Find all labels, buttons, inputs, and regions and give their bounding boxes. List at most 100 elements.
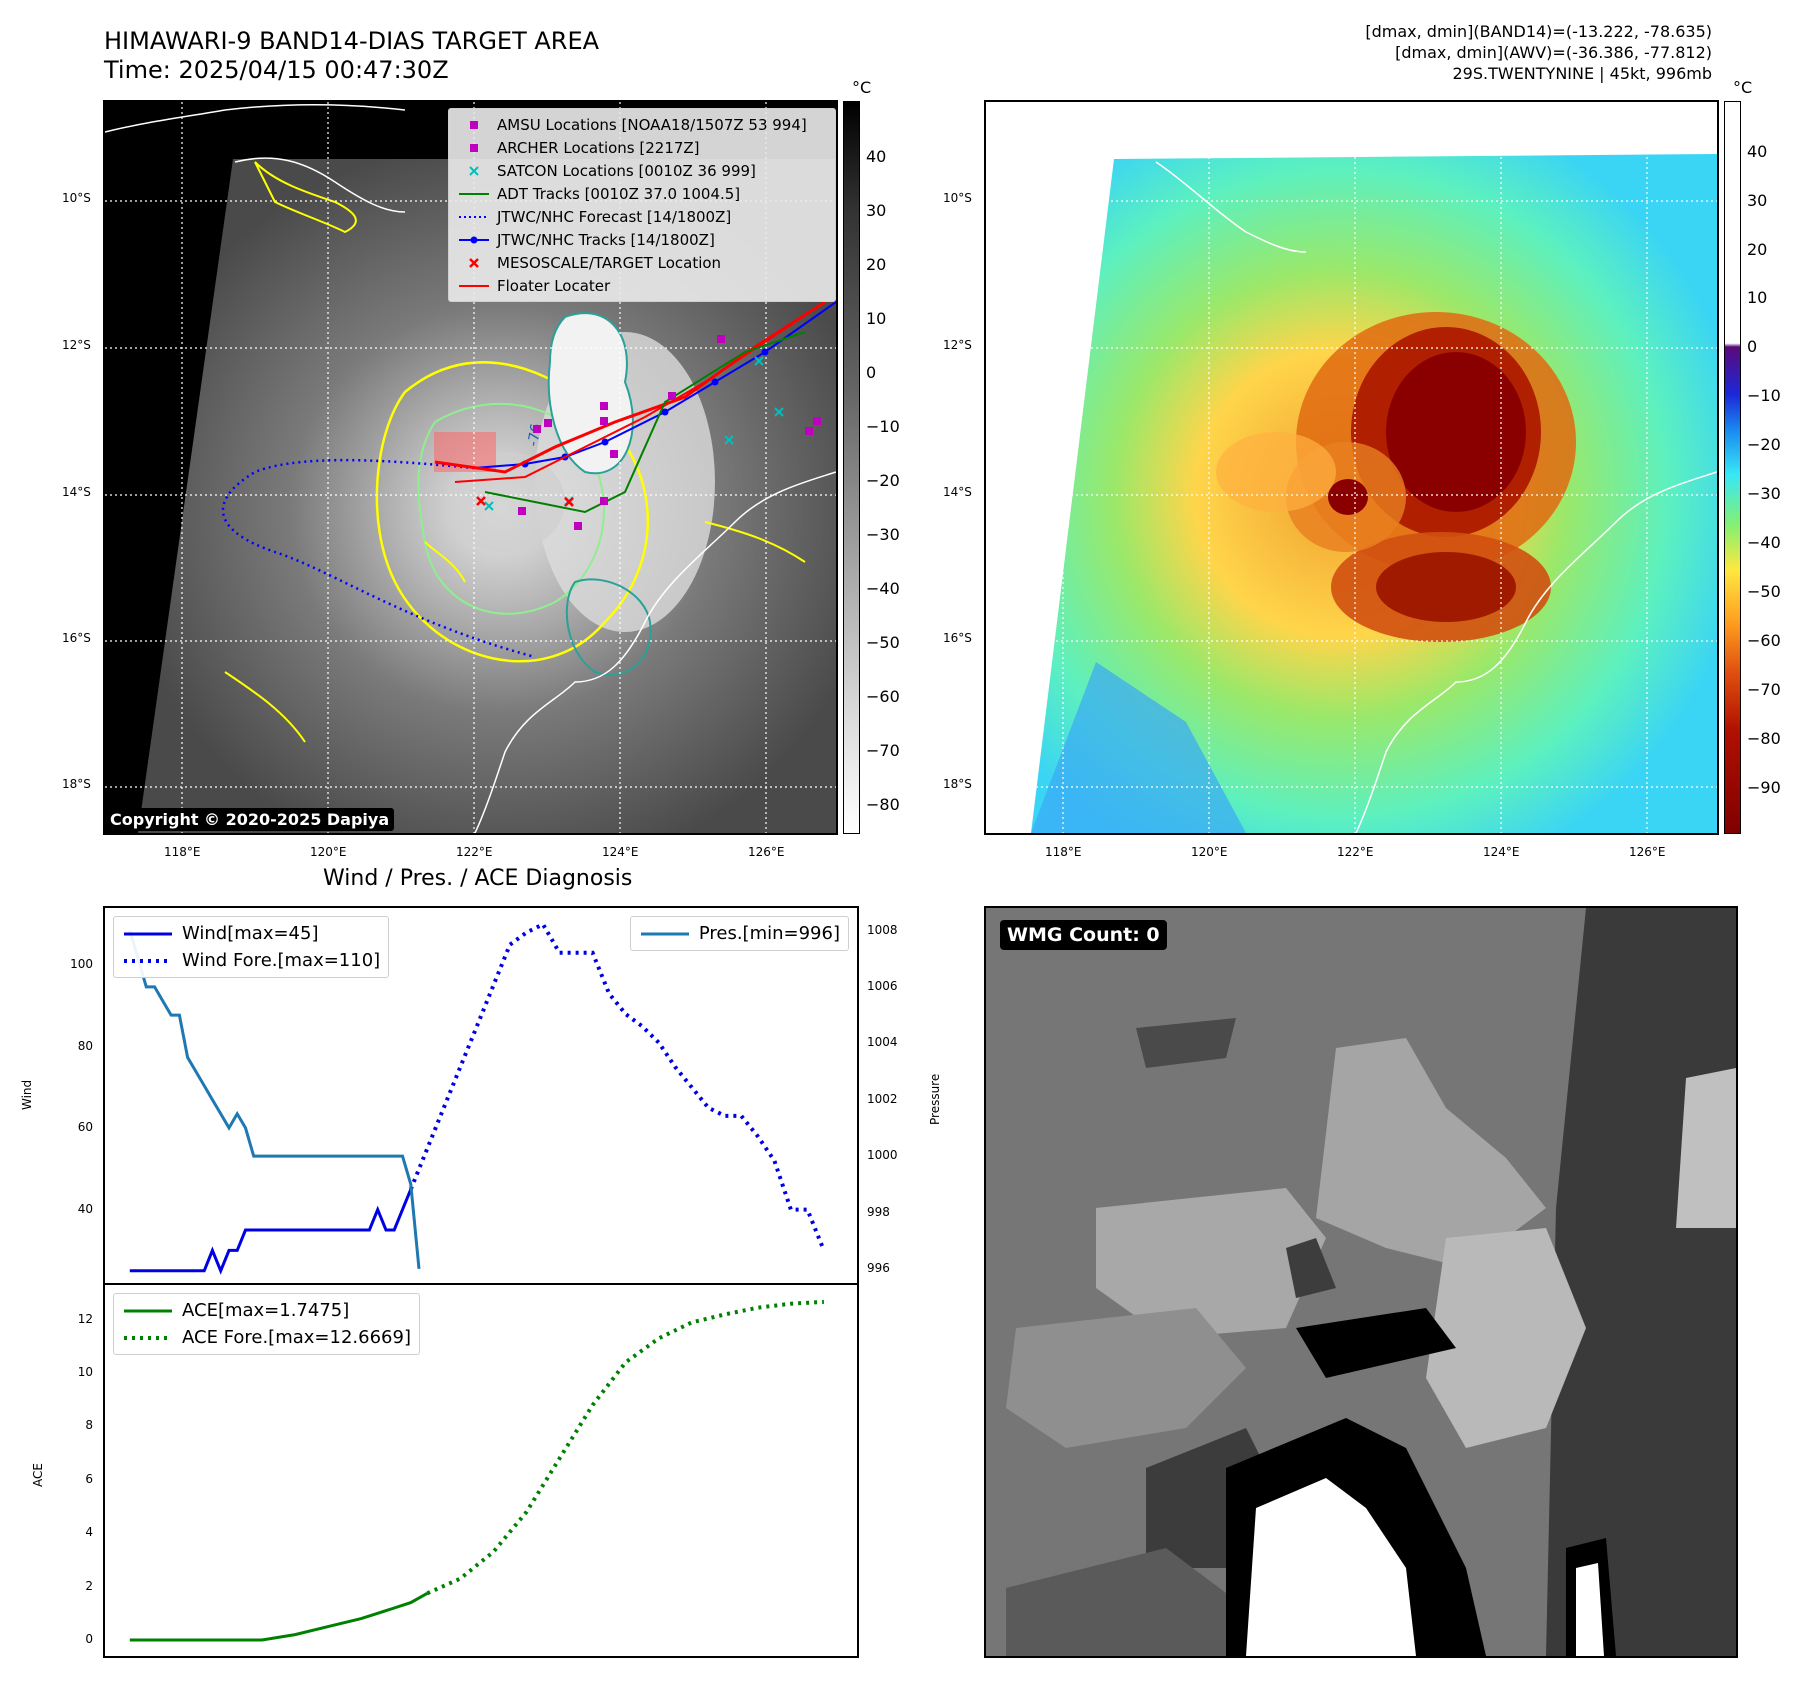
cb-color-tick-30: 30 xyxy=(1747,191,1768,210)
lat-label-14s: 14°S xyxy=(62,485,91,499)
cb-gray-tick-40: 40 xyxy=(866,147,887,166)
cb-gray-tick-m40: −40 xyxy=(866,579,900,598)
lon-label-122e: 122°E xyxy=(456,845,493,859)
wind-legend: Wind[max=45] Wind Fore.[max=110] xyxy=(113,916,390,978)
cb-gray-tick-0: 0 xyxy=(866,363,877,382)
colorbar-color xyxy=(1724,101,1741,834)
dmax-awv: [dmax, dmin](AWV)=(-36.386, -77.812) xyxy=(1395,43,1712,62)
wmg-image xyxy=(986,908,1736,1656)
y-tick-label: 40 xyxy=(77,1201,93,1216)
dmax-band14: [dmax, dmin](BAND14)=(-13.222, -78.635) xyxy=(1365,22,1712,41)
ace-legend: ACE[max=1.7475] ACE Fore.[max=12.6669] xyxy=(113,1293,420,1355)
cb-color-tick-m50: −50 xyxy=(1747,582,1781,601)
colorbar-gray xyxy=(843,101,860,834)
cb-gray-tick-m30: −30 xyxy=(866,525,900,544)
lat2-label-12s: 12°S xyxy=(943,338,972,352)
wmg-count: WMG Count: 0 xyxy=(1000,920,1167,950)
lat-label-10s: 10°S xyxy=(62,191,91,205)
legend-archer: ARCHER Locations [2217Z] xyxy=(457,136,827,159)
lon2-label-124e: 124°E xyxy=(1483,845,1520,859)
legend-amsu: AMSU Locations [NOAA18/1507Z 53 994] xyxy=(457,113,827,136)
y2-tick-label: 1006 xyxy=(867,978,898,993)
lat-label-12s: 12°S xyxy=(62,338,91,352)
cb-color-tick-m20: −20 xyxy=(1747,435,1781,454)
cb-color-tick-0: 0 xyxy=(1747,337,1758,356)
diagnosis-title: Wind / Pres. / ACE Diagnosis xyxy=(323,866,633,891)
legend-pres: Pres.[min=996] xyxy=(640,923,840,944)
lat-label-18s: 18°S xyxy=(62,777,91,791)
legend-satcon: SATCON Locations [0010Z 36 999] xyxy=(457,159,827,182)
series-line-1 xyxy=(408,921,826,1252)
storm-info: 29S.TWENTYNINE | 45kt, 996mb xyxy=(1452,64,1713,83)
lat-label-16s: 16°S xyxy=(62,631,91,645)
y-tick-label: 12 xyxy=(77,1311,93,1326)
wind-pres-chart: Wind[max=45] Wind Fore.[max=110] Pres.[m… xyxy=(103,906,859,1285)
cb-color-tick-m80: −80 xyxy=(1747,729,1781,748)
cb-color-tick-40: 40 xyxy=(1747,142,1768,161)
cb-gray-tick-10: 10 xyxy=(866,309,887,328)
cb-gray-tick-m80: −80 xyxy=(866,795,900,814)
lat2-label-14s: 14°S xyxy=(943,485,972,499)
y-tick-label: 2 xyxy=(85,1578,93,1593)
cb-color-tick-20: 20 xyxy=(1747,240,1768,259)
color-ir-image xyxy=(986,102,1717,833)
ace-chart: ACE[max=1.7475] ACE Fore.[max=12.6669] xyxy=(103,1283,859,1658)
pressure-axis-label: Pressure xyxy=(928,1073,942,1125)
series-line-0 xyxy=(129,1591,429,1642)
map-legend: AMSU Locations [NOAA18/1507Z 53 994] ARC… xyxy=(448,108,836,302)
cb-color-tick-m70: −70 xyxy=(1747,680,1781,699)
cb-color-tick-m30: −30 xyxy=(1747,484,1781,503)
legend-jtwc-forecast: JTWC/NHC Forecast [14/1800Z] xyxy=(459,207,732,226)
cb-color-tick-10: 10 xyxy=(1747,288,1768,307)
legend-wind: Wind[max=45] xyxy=(124,923,319,944)
ace-plot xyxy=(129,1299,825,1642)
lon2-label-118e: 118°E xyxy=(1045,845,1082,859)
series-line-0 xyxy=(129,1188,413,1275)
y2-tick-label: 998 xyxy=(867,1204,890,1219)
y2-tick-label: 1008 xyxy=(867,922,898,937)
cb-gray-tick-m20: −20 xyxy=(866,471,900,490)
wmg-panel: WMG Count: 0 xyxy=(984,906,1738,1658)
cb-color-tick-m60: −60 xyxy=(1747,631,1781,650)
wind-axis-label: Wind xyxy=(20,1079,34,1110)
cb-gray-tick-30: 30 xyxy=(866,201,887,220)
cb-color-tick-m40: −40 xyxy=(1747,533,1781,552)
lat2-label-18s: 18°S xyxy=(943,777,972,791)
colorbar-gray-unit: °C xyxy=(852,78,872,97)
y2-tick-label: 996 xyxy=(867,1260,890,1275)
color-ir-panel xyxy=(984,100,1719,835)
colorbar-color-unit: °C xyxy=(1733,78,1753,97)
series-line-1 xyxy=(426,1299,825,1596)
legend-mesoscale: MESOSCALE/TARGET Location xyxy=(457,251,827,274)
lon-label-124e: 124°E xyxy=(602,845,639,859)
lon-label-120e: 120°E xyxy=(310,845,347,859)
cb-gray-tick-20: 20 xyxy=(866,255,887,274)
wind-pres-plot xyxy=(128,921,826,1275)
y-tick-label: 0 xyxy=(85,1631,93,1646)
pres-legend: Pres.[min=996] xyxy=(629,916,849,951)
ace-axis-label: ACE xyxy=(31,1463,45,1487)
y2-tick-label: 1004 xyxy=(867,1035,898,1050)
legend-floater: Floater Locater xyxy=(459,276,611,295)
legend-ace-fore: ACE Fore.[max=12.6669] xyxy=(124,1327,411,1348)
copyright-label: Copyright © 2020-2025 Dapiya xyxy=(105,808,395,831)
legend-ace: ACE[max=1.7475] xyxy=(124,1300,350,1321)
legend-adt: ADT Tracks [0010Z 37.0 1004.5] xyxy=(459,184,741,203)
lon2-label-122e: 122°E xyxy=(1337,845,1374,859)
y-tick-label: 4 xyxy=(85,1525,93,1540)
figure-time: Time: 2025/04/15 00:47:30Z xyxy=(104,56,449,84)
legend-wind-fore: Wind Fore.[max=110] xyxy=(124,950,381,971)
y-tick-label: 8 xyxy=(85,1418,93,1433)
series-line-2 xyxy=(128,930,421,1270)
y-tick-label: 80 xyxy=(77,1038,93,1053)
lon2-label-120e: 120°E xyxy=(1191,845,1228,859)
lon-label-118e: 118°E xyxy=(164,845,201,859)
y2-tick-label: 1000 xyxy=(867,1148,898,1163)
cb-gray-tick-m10: −10 xyxy=(866,417,900,436)
lat2-label-16s: 16°S xyxy=(943,631,972,645)
cb-gray-tick-m60: −60 xyxy=(866,687,900,706)
cb-color-tick-m10: −10 xyxy=(1747,386,1781,405)
y-tick-label: 60 xyxy=(77,1120,93,1135)
figure-title: HIMAWARI-9 BAND14-DIAS TARGET AREA xyxy=(104,27,600,55)
lat2-label-10s: 10°S xyxy=(943,191,972,205)
